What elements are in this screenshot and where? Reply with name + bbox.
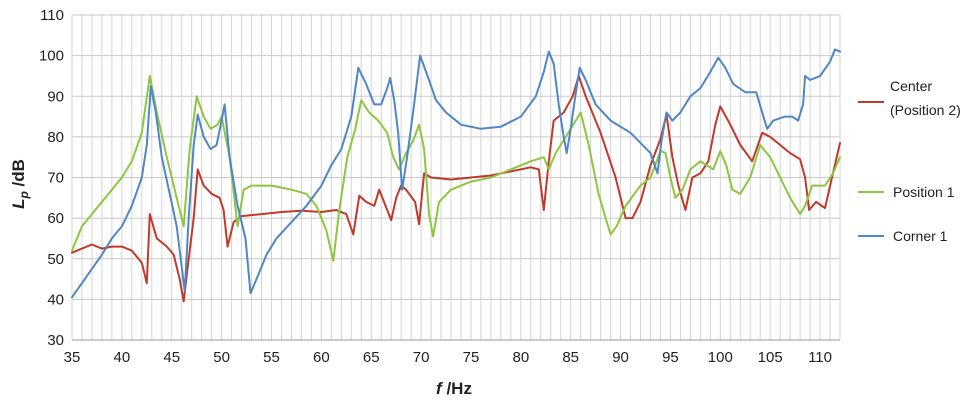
x-tick-label: 40 xyxy=(114,349,131,366)
x-tick-label: 65 xyxy=(363,349,380,366)
x-tick-label: 90 xyxy=(612,349,629,366)
chart-series xyxy=(71,48,841,303)
x-axis-unit: /Hz xyxy=(442,379,472,398)
series-line-corner-1 xyxy=(71,48,841,299)
x-axis-symbol: f xyxy=(436,379,444,398)
x-tick-label: 50 xyxy=(213,349,230,366)
y-tick-label: 40 xyxy=(47,291,64,308)
series-line-position-1 xyxy=(71,74,841,262)
x-axis-tick-labels: 35 40 45 50 55 60 65 70 75 80 85 90 95 100 105 110 xyxy=(64,349,832,366)
legend-label-center-position-2: Center xyxy=(890,78,932,94)
y-tick-label: 80 xyxy=(47,129,64,146)
legend-label-position-1: Position 1 xyxy=(893,184,955,200)
y-tick-label: 50 xyxy=(47,251,64,268)
legend-label-corner-1: Corner 1 xyxy=(893,228,948,244)
x-tick-label: 95 xyxy=(662,349,679,366)
x-tick-label: 35 xyxy=(64,349,81,366)
x-tick-label: 60 xyxy=(313,349,330,366)
x-axis-title: f /Hz xyxy=(436,379,472,398)
x-tick-label: 55 xyxy=(263,349,280,366)
x-tick-label: 85 xyxy=(562,349,579,366)
y-tick-label: 70 xyxy=(47,170,64,187)
x-tick-label: 70 xyxy=(413,349,430,366)
y-tick-label: 60 xyxy=(47,210,64,227)
y-axis-subscript: p xyxy=(17,191,31,199)
chart-legend: Center (Position 2) Position 1 Corner 1 xyxy=(858,78,961,244)
x-tick-label: 105 xyxy=(758,349,783,366)
y-tick-label: 90 xyxy=(47,88,64,105)
x-tick-label: 80 xyxy=(512,349,529,366)
y-tick-label: 110 xyxy=(40,7,64,24)
y-axis-unit: /dB xyxy=(9,159,28,191)
legend-label-center-position-2: (Position 2) xyxy=(890,102,961,118)
x-tick-label: 45 xyxy=(163,349,180,366)
y-tick-label: 30 xyxy=(47,332,64,349)
y-axis-tick-labels: 30 40 50 60 70 80 90 100 110 xyxy=(39,7,64,349)
x-tick-label: 100 xyxy=(708,349,733,366)
y-tick-label: 100 xyxy=(39,48,64,65)
x-tick-label: 110 xyxy=(808,349,832,366)
y-axis-title: Lp /dB xyxy=(9,159,31,209)
x-tick-label: 75 xyxy=(463,349,480,366)
y-axis-symbol: L xyxy=(9,199,28,209)
